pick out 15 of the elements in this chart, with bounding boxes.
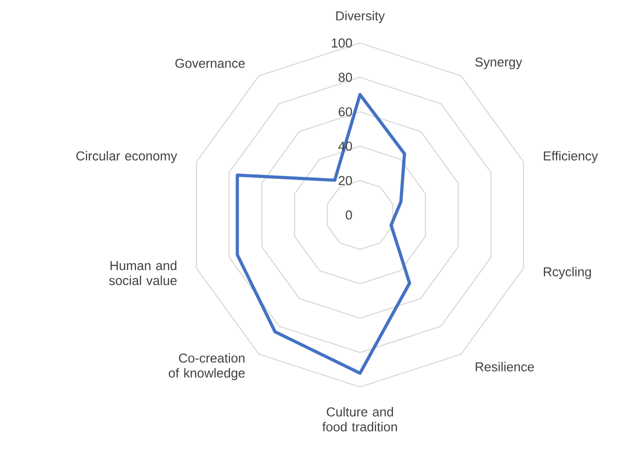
spoke-label: Culture and food tradition: [322, 406, 397, 432]
spoke-label: Rcycling: [544, 266, 591, 279]
spoke-label: Resilience: [476, 362, 534, 372]
y-tick-label: 20: [338, 176, 352, 186]
spoke-label: Circular economy: [76, 151, 178, 164]
spoke-label: Governance: [175, 58, 245, 68]
spoke-label: Human and social value: [109, 260, 177, 286]
spoke-label: Synergy: [475, 57, 522, 70]
spoke-label: Diversity: [336, 10, 385, 23]
y-tick-label: 80: [338, 72, 352, 82]
y-tick-label: 100: [332, 38, 352, 48]
y-tick-label: 0: [346, 210, 352, 220]
spoke-label: Efficiency: [544, 151, 598, 164]
y-tick-label: 60: [338, 107, 352, 116]
spoke-label: Co-creation of knowledge: [168, 353, 245, 380]
